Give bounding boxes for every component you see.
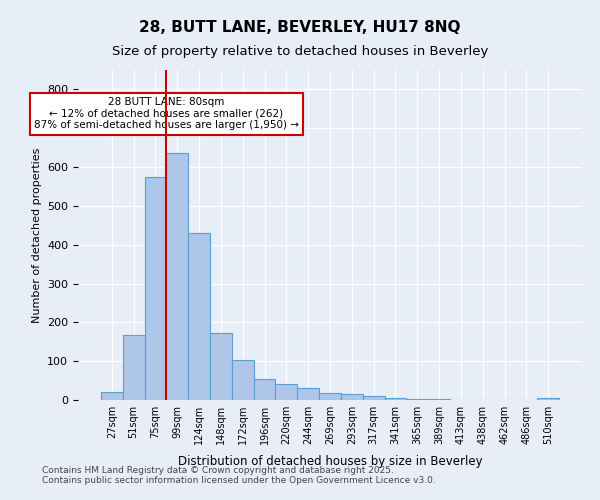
Bar — [166, 152, 188, 400]
Bar — [385, 398, 406, 400]
Bar — [101, 392, 123, 400]
Bar — [406, 399, 428, 400]
X-axis label: Distribution of detached houses by size in Beverley: Distribution of detached houses by size … — [178, 456, 482, 468]
Bar — [319, 393, 341, 400]
Bar — [275, 384, 297, 400]
Bar — [537, 398, 559, 400]
Bar — [363, 396, 385, 400]
Y-axis label: Number of detached properties: Number of detached properties — [32, 148, 41, 322]
Bar — [428, 399, 450, 400]
Bar — [232, 360, 254, 400]
Bar — [145, 177, 166, 400]
Text: Size of property relative to detached houses in Beverley: Size of property relative to detached ho… — [112, 45, 488, 58]
Bar — [297, 388, 319, 400]
Bar — [188, 233, 210, 400]
Text: 28 BUTT LANE: 80sqm
← 12% of detached houses are smaller (262)
87% of semi-detac: 28 BUTT LANE: 80sqm ← 12% of detached ho… — [34, 97, 299, 130]
Text: 28, BUTT LANE, BEVERLEY, HU17 8NQ: 28, BUTT LANE, BEVERLEY, HU17 8NQ — [139, 20, 461, 35]
Bar — [254, 378, 275, 400]
Bar — [123, 335, 145, 400]
Text: Contains HM Land Registry data © Crown copyright and database right 2025.
Contai: Contains HM Land Registry data © Crown c… — [42, 466, 436, 485]
Bar — [210, 333, 232, 400]
Bar — [341, 394, 363, 400]
